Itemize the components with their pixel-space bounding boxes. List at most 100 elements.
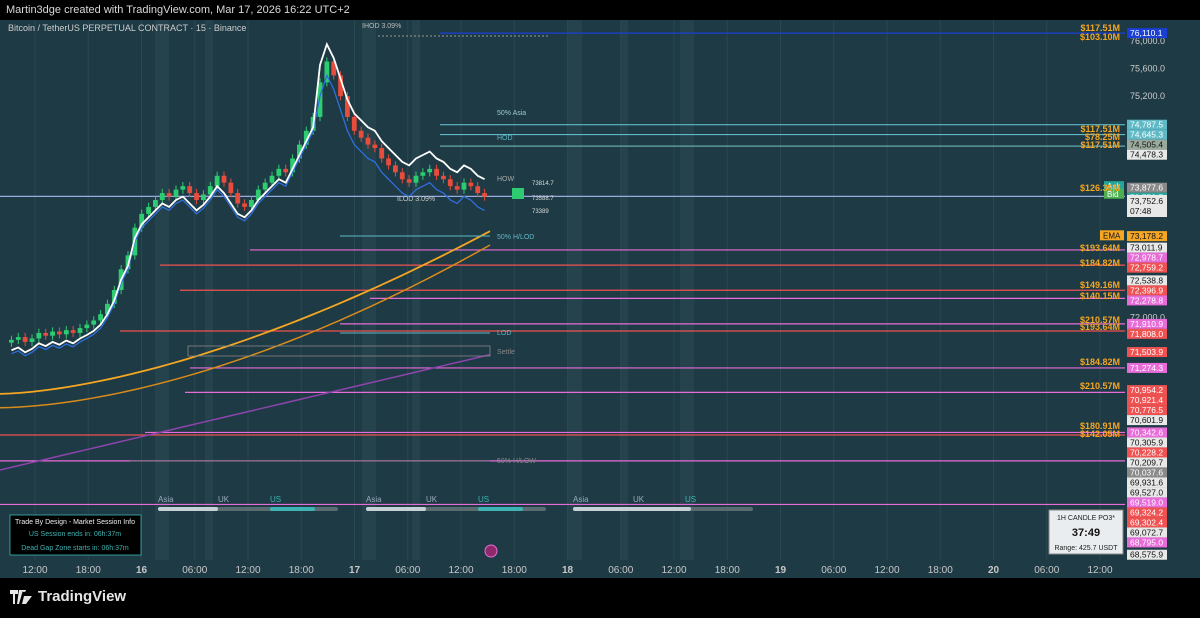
volume-label: $193.64M — [1080, 322, 1120, 332]
volume-label: $210.57M — [1080, 381, 1120, 391]
price-tag-label: 72,278.8 — [1130, 295, 1163, 305]
vwap-line — [11, 73, 485, 357]
session-info-title: Trade By Design - Market Session Info — [15, 519, 135, 526]
candle-body — [447, 179, 453, 187]
x-tick-label: 18:00 — [928, 565, 953, 576]
price-tag-label: 70,921.4 — [1130, 395, 1163, 405]
candle-body — [139, 213, 145, 228]
candle-body — [153, 200, 158, 207]
price-tag — [1127, 328, 1167, 339]
session-progress-fill — [573, 507, 691, 511]
price-chart[interactable]: 12:00 18:00 16 06:00 12:00 18:00 17 06:00 12:00 1… — [0, 0, 1200, 578]
volume-label: $103.10M — [1080, 32, 1120, 42]
x-tick-label: 06:00 — [395, 565, 420, 576]
x-tick-label: 19 — [775, 565, 787, 576]
volume-label: $78.25M — [1085, 132, 1120, 142]
candle-body — [15, 337, 21, 340]
candle-body — [201, 194, 206, 200]
price-tag-label: 69,931.6 — [1130, 477, 1163, 487]
candle-body — [351, 116, 357, 131]
price-tag-label: 69,519.0 — [1130, 497, 1163, 507]
price-tag — [1127, 119, 1167, 130]
x-tick-label: 18:00 — [715, 565, 740, 576]
candle-body — [84, 324, 90, 329]
candle-body — [399, 172, 405, 180]
annotation-ilod: ILOD 3.09% — [397, 196, 435, 203]
volume-label: $117.51M — [1080, 23, 1120, 33]
candle-body — [441, 175, 446, 180]
candle-body — [393, 165, 398, 173]
session-info-us-ends: US Session ends in: 06h:37m — [29, 531, 121, 538]
price-tag-label: 74,478.3 — [1130, 150, 1163, 160]
candle-body — [57, 331, 62, 335]
annotation-ihod: IHOD 3.09% — [362, 23, 401, 30]
session-label-us: US — [270, 495, 281, 504]
annotation-lod: LOD — [497, 330, 511, 337]
price-tag-label: 70,776.5 — [1130, 405, 1163, 415]
candle-body — [221, 175, 227, 183]
price-tag — [1127, 549, 1167, 560]
candle-body — [235, 193, 241, 204]
session-progress-fill — [158, 507, 218, 511]
annotation-50-hlow: 50% H/LOW — [497, 458, 536, 465]
price-tag-label: 69,324.2 — [1130, 507, 1163, 517]
volume-label: $180.91M — [1080, 421, 1120, 431]
candle-body — [427, 168, 433, 173]
price-tag-label: 74,787.5 — [1130, 120, 1163, 130]
price-tag — [1127, 139, 1167, 150]
price-tag — [1127, 182, 1167, 193]
volume-label: $210.57M — [1080, 315, 1120, 325]
price-tag-label: 70,037.6 — [1130, 467, 1163, 477]
price-tag — [1127, 231, 1167, 242]
candle-body — [242, 203, 247, 207]
price-tag — [1127, 437, 1167, 448]
price-tag-label: 73,178.2 — [1130, 231, 1163, 241]
price-tag — [1127, 497, 1167, 508]
y-tick-label: 75,600.0 — [1130, 63, 1165, 73]
session-vwap-line — [11, 41, 485, 354]
candle-body — [22, 337, 28, 342]
annotation-price-c: 73389 — [532, 209, 549, 215]
candle-body — [454, 186, 460, 190]
price-tag — [1127, 149, 1167, 160]
session-label-uk: UK — [218, 495, 230, 504]
x-tick-label: 20 — [988, 565, 1000, 576]
candle-body — [420, 172, 426, 176]
price-tag — [1127, 395, 1167, 406]
x-tick-label: 18:00 — [289, 565, 314, 576]
annotation-how: HOW — [497, 176, 515, 183]
volume-label: $142.05M — [1080, 429, 1120, 439]
candle-body — [50, 331, 55, 336]
candle-body — [173, 189, 179, 197]
x-tick-label: 12:00 — [1087, 565, 1112, 576]
volume-label: $184.82M — [1080, 357, 1120, 367]
candle-body — [358, 130, 364, 138]
top-attribution-bar: Martin3dge created with TradingView.com,… — [0, 0, 1200, 20]
tradingview-logo[interactable]: TradingView — [10, 588, 126, 605]
alert-marker-icon[interactable] — [484, 544, 498, 558]
price-tag — [1127, 405, 1167, 416]
x-tick-label: 12:00 — [22, 565, 47, 576]
candle-body — [255, 189, 261, 200]
annotation-50-asia: 50% Asia — [497, 110, 526, 117]
session-label-uk: UK — [426, 495, 438, 504]
x-tick-label: 18 — [562, 565, 574, 576]
price-tag-label: 71,274.3 — [1130, 363, 1163, 373]
price-tag-label: 69,527.0 — [1130, 487, 1163, 497]
candle-body — [434, 168, 439, 176]
price-tag-label: 73,877.6 — [1130, 183, 1163, 193]
candle-body — [91, 320, 97, 325]
candle-body — [29, 338, 35, 342]
price-tag — [1127, 129, 1167, 140]
x-tick-label: 18:00 — [76, 565, 101, 576]
candle-po3-box — [1048, 509, 1124, 555]
ma-200-line — [0, 353, 491, 471]
candle-body — [324, 61, 330, 83]
annotation-price-a: 73814.7 — [532, 181, 554, 187]
candle-body — [413, 175, 419, 183]
candle-body — [207, 186, 213, 195]
price-tag-label: 74,505.4 — [1130, 140, 1163, 150]
candle-body — [36, 332, 42, 339]
bid-tag-label: Bid — [1107, 190, 1119, 199]
price-tag — [1127, 507, 1167, 518]
